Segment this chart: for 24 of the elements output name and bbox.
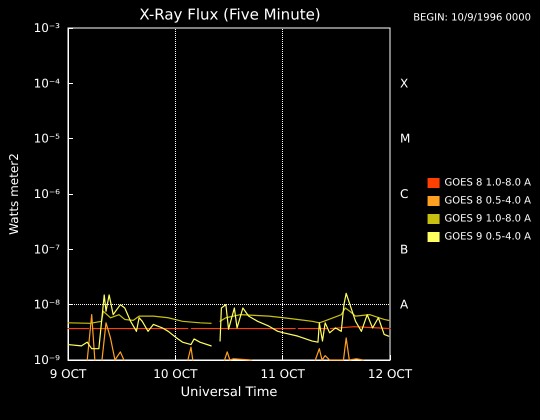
y-axis-title: Watts meter2 — [7, 153, 21, 235]
x-tick-label: 10 OCT — [153, 367, 198, 381]
x-tick-label: 11 OCT — [260, 367, 306, 381]
text: M — [400, 132, 410, 146]
text: BEGIN: 10/9/1996 0000 — [413, 12, 532, 24]
y-tick-label: 10⁻⁷ — [34, 242, 60, 256]
y-tick-label: 10⁻⁹ — [34, 353, 60, 367]
x-tick-label: 12 OCT — [368, 367, 413, 381]
chart-title: X-Ray Flux (Five Minute) — [139, 6, 321, 24]
text: C — [400, 187, 408, 201]
x-tick-label: 9 OCT — [50, 367, 87, 381]
legend-label: GOES 9 0.5-4.0 A — [444, 232, 532, 242]
y-tick-label: 10⁻⁴ — [34, 76, 60, 90]
legend-label: GOES 8 0.5-4.0 A — [444, 196, 532, 206]
y-tick-label: 10⁻⁶ — [34, 187, 60, 201]
text: A — [400, 298, 409, 312]
y-tick-label: 10⁻³ — [34, 21, 60, 35]
y-tick-label: 10⁻⁵ — [34, 132, 60, 146]
text: X — [400, 76, 408, 90]
legend-label: GOES 8 1.0-8.0 A — [444, 178, 532, 188]
y-tick-label: 10⁻⁸ — [34, 298, 60, 312]
legend-label: GOES 9 1.0-8.0 A — [444, 214, 532, 224]
text: B — [400, 242, 408, 256]
x-axis-title: Universal Time — [180, 385, 278, 400]
